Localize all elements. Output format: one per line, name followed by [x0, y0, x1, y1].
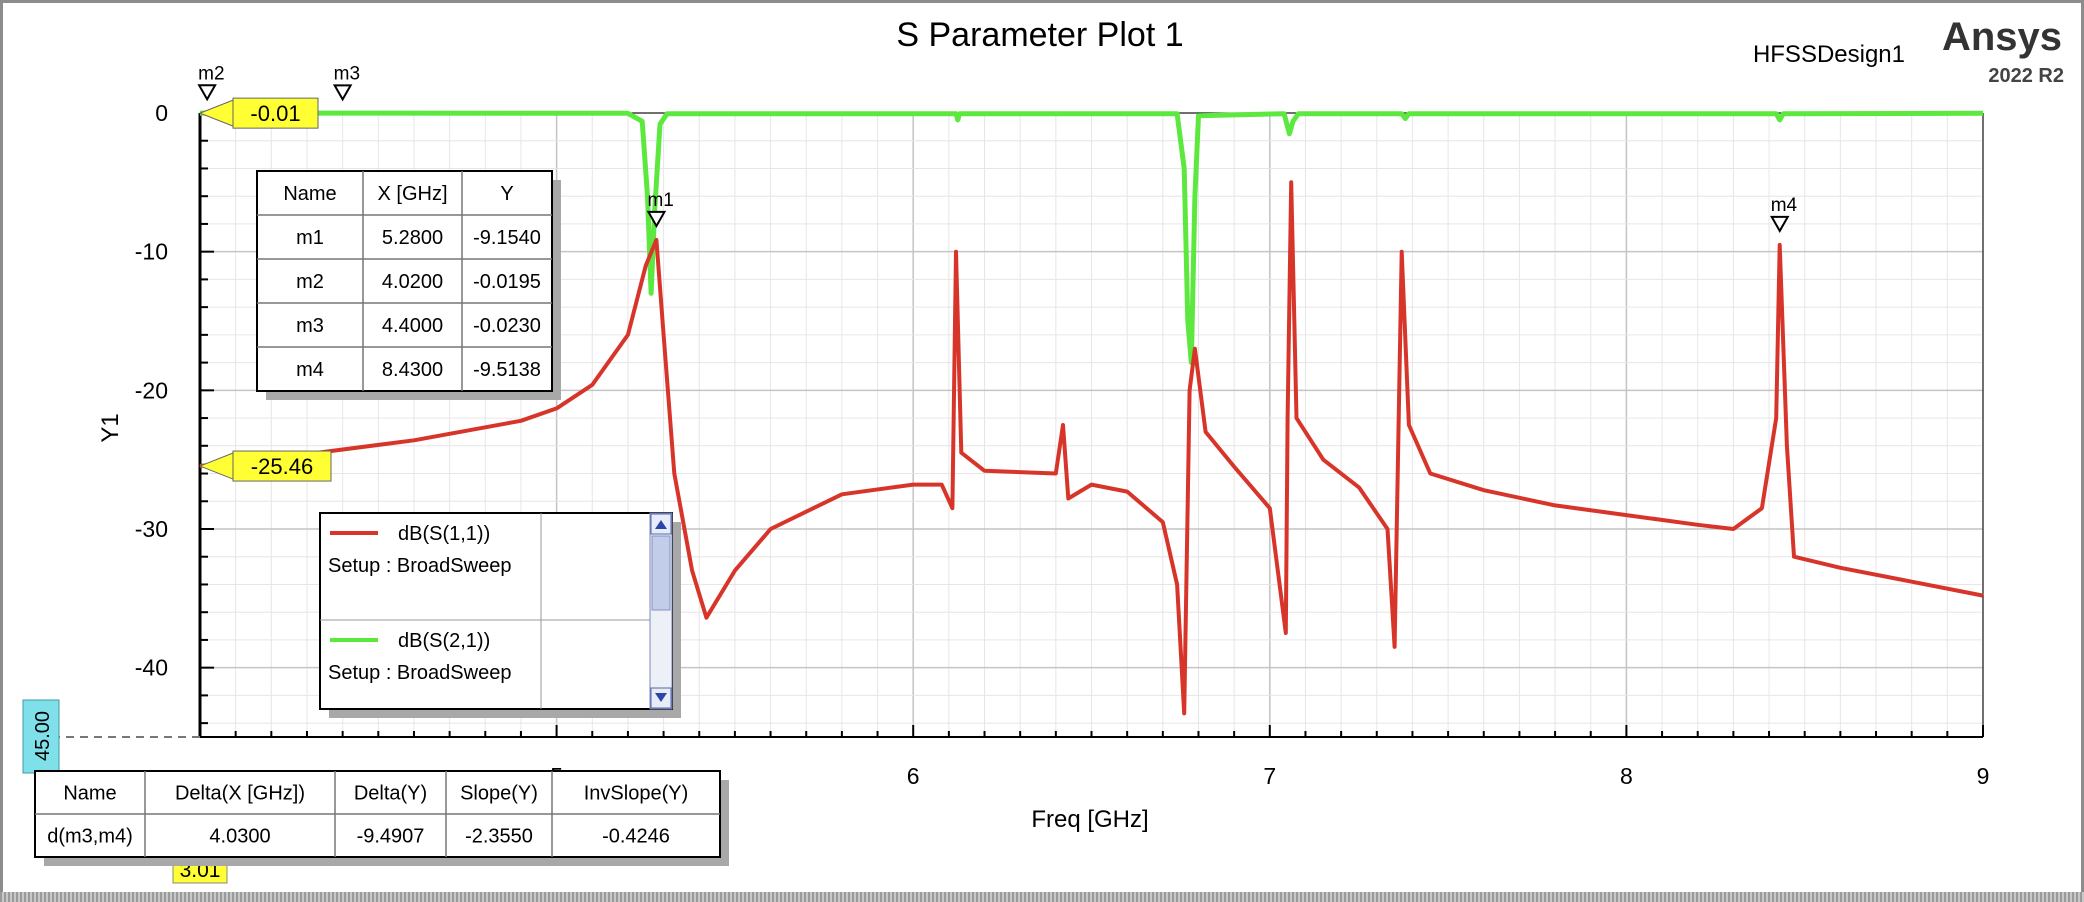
- x-axis-label: Freq [GHz]: [1031, 806, 1148, 833]
- series-line-s11[interactable]: [199, 180, 1984, 716]
- marker-m1[interactable]: [646, 210, 667, 228]
- y-tick-label: -10: [135, 239, 168, 265]
- marker-table-header: X [GHz]: [377, 183, 447, 205]
- y-tick-label: -20: [135, 377, 168, 403]
- delta-table[interactable]: Name Delta(X [GHz]) Delta(Y) Slope(Y) InvSlo…: [34, 770, 729, 866]
- chevron-down-icon: [655, 693, 667, 702]
- x-tick-label: 9: [1977, 763, 1990, 789]
- marker-label-m3: m3: [334, 63, 360, 84]
- marker-m4[interactable]: [1770, 215, 1790, 233]
- x-tick-label: 6: [907, 763, 920, 789]
- marker-table-cell: 5.2800: [382, 227, 443, 249]
- marker-label-m4: m4: [1771, 195, 1798, 216]
- marker-table-cell: -9.1540: [473, 227, 541, 249]
- design-name: HFSSDesign1: [1753, 41, 1905, 68]
- marker-table-header: Name: [283, 183, 336, 205]
- legend-series-setup: Setup : BroadSweep: [328, 662, 511, 684]
- window-bottom-edge: [0, 892, 2084, 902]
- chart-title: S Parameter Plot 1: [896, 16, 1183, 54]
- legend-series-name: dB(S(1,1)): [398, 523, 490, 545]
- marker-table-cell: m4: [296, 359, 324, 381]
- delta-table-cell: -2.3550: [465, 826, 533, 848]
- delta-table-header: InvSlope(Y): [584, 783, 689, 805]
- legend-series-name: dB(S(2,1)): [398, 630, 490, 652]
- marker-table-header: Y: [500, 183, 513, 205]
- marker-table-cell: 4.0200: [382, 271, 443, 293]
- marker-table-cell: m2: [296, 271, 324, 293]
- marker-table-cell: 8.4300: [382, 359, 443, 381]
- axis-flag-pointer: [198, 452, 234, 480]
- marker-table-cell: -9.5138: [473, 359, 541, 381]
- y-tick-label: -40: [135, 655, 168, 681]
- y-tick-label: 0: [155, 100, 168, 126]
- marker-table-cell: -0.0195: [473, 271, 541, 293]
- delta-table-cell: d(m3,m4): [47, 826, 133, 848]
- y-axis-label: Y1: [97, 413, 124, 442]
- axis-flag-pointer: [198, 99, 234, 127]
- axis-flag[interactable]: [232, 97, 319, 129]
- axis-flag-value: -25.46: [251, 454, 313, 479]
- legend[interactable]: dB(S(1,1)) Setup : BroadSweep dB(S(2,1)) Se…: [319, 512, 681, 718]
- delta-table-header: Name: [63, 783, 116, 805]
- legend-scrollbar[interactable]: [649, 512, 673, 710]
- x-tick-label: 7: [1263, 763, 1276, 789]
- chevron-up-icon: [655, 520, 667, 529]
- delta-table-cell: 4.0300: [209, 826, 270, 848]
- delta-table-header: Delta(X [GHz]): [175, 783, 305, 805]
- delta-table-cell: -0.4246: [602, 826, 670, 848]
- marker-table[interactable]: Name X [GHz] Ym1 5.2800 -9.1540 m2 4.0200 -0.01…: [256, 170, 561, 400]
- y-cursor-flag-value: 45.00: [32, 711, 54, 761]
- marker-label-m2: m2: [198, 63, 224, 84]
- delta-table-header: Delta(Y): [354, 783, 427, 805]
- marker-table-cell: 4.4000: [382, 315, 443, 337]
- marker-table-box: [256, 170, 553, 392]
- marker-table-cell: -0.0230: [473, 315, 541, 337]
- marker-m2[interactable]: [197, 84, 217, 102]
- version-label: 2022 R2: [1988, 65, 2064, 87]
- legend-series-setup: Setup : BroadSweep: [328, 555, 511, 577]
- y-cursor-flag[interactable]: [22, 699, 60, 774]
- marker-table-cell: m3: [296, 315, 324, 337]
- marker-label-m1: m1: [647, 190, 673, 211]
- x-tick-label: 8: [1620, 763, 1633, 789]
- delta-table-cell: -9.4907: [357, 826, 425, 848]
- axis-flag[interactable]: [232, 450, 332, 482]
- brand-logo: Ansys: [1942, 15, 2062, 59]
- y-tick-label: -30: [135, 516, 168, 542]
- marker-table-cell: m1: [296, 227, 324, 249]
- axis-flag-value: -0.01: [250, 101, 300, 126]
- marker-m3[interactable]: [332, 84, 353, 102]
- delta-table-header: Slope(Y): [460, 783, 538, 805]
- scroll-thumb[interactable]: [651, 535, 671, 611]
